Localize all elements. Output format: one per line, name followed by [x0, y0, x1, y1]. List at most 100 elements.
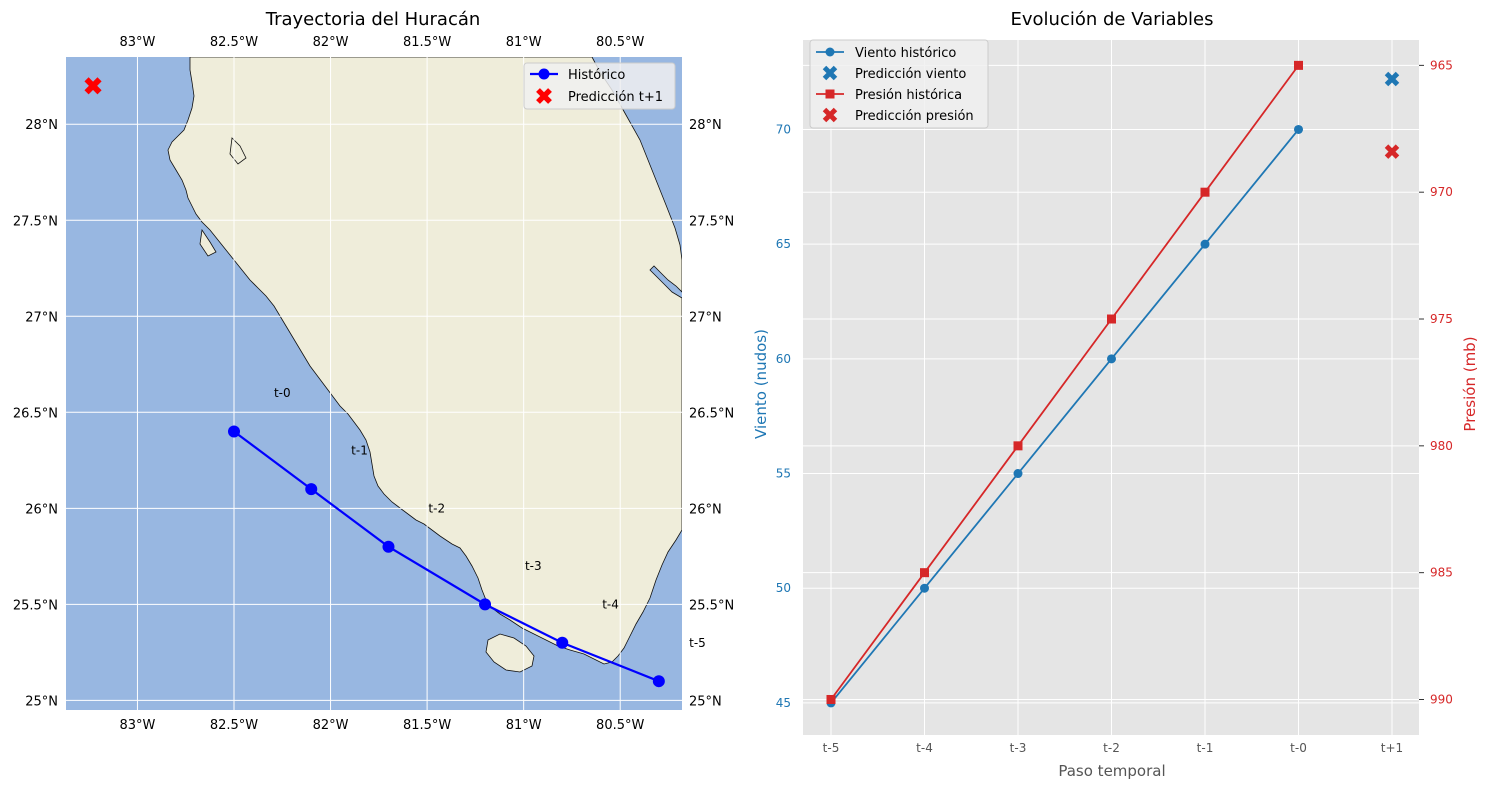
map-tick-top: 82.5°W	[210, 35, 258, 50]
y-tick-left: 50	[776, 581, 791, 595]
map-tick-right: 25°N	[689, 694, 722, 709]
track-annotation: t-3	[525, 559, 542, 573]
map-legend-label: Histórico	[568, 68, 625, 83]
y-tick-left: 45	[776, 696, 791, 710]
map-tick-right: 26.5°N	[689, 406, 734, 421]
pressure-point	[1107, 314, 1116, 324]
map-tick-left: 27.5°N	[13, 214, 58, 229]
map-tick-right: 28°N	[689, 118, 722, 133]
wind-line	[830, 128, 1300, 704]
florida-land	[167, 57, 682, 665]
line-tick-labels: t-5 t-4 t-3 t-2 t-1 t-0 t+1 45 50 55 60 65 70 965 970 9…	[776, 58, 1453, 755]
legend-point-swatch	[538, 68, 550, 80]
legend-x-swatch	[536, 88, 552, 104]
legend-circle-swatch	[825, 47, 835, 57]
legend-x-swatch	[822, 65, 838, 81]
wind-point	[920, 583, 929, 593]
map-tick-right: 26°N	[689, 502, 722, 517]
x-tick-label: t+1	[1381, 741, 1403, 755]
line-legend-label: Presión histórica	[855, 88, 962, 103]
map-legend-box	[523, 62, 676, 110]
track-annotation: t-2	[428, 501, 445, 515]
track-annotation: t-5	[689, 636, 706, 650]
map-tick-left: 26°N	[25, 502, 58, 517]
bay-island-2	[199, 228, 217, 257]
track-annotation: t-4	[602, 597, 619, 611]
track-point	[652, 675, 665, 688]
map-tick-top: 81°W	[506, 35, 542, 50]
map-tick-top: 83°W	[119, 35, 155, 50]
legend-square-swatch	[825, 89, 835, 99]
y-tick-right: 985	[1430, 566, 1453, 580]
pressure-line	[830, 64, 1300, 701]
track-line	[233, 430, 660, 683]
line-legend-label: Predicción viento	[855, 67, 966, 82]
line-legend-box	[809, 39, 989, 129]
y-tick-right: 980	[1430, 439, 1453, 453]
map-title: Trayectoria del Huracán	[265, 9, 481, 30]
pressure-prediction-marker	[1384, 144, 1400, 159]
map-marks: t-0 t-1 t-2 t-3 t-4 t-5	[84, 77, 706, 688]
map-tick-right: 27.5°N	[689, 214, 734, 229]
line-title: Evolución de Variables	[1011, 9, 1214, 30]
y-tick-right: 975	[1430, 312, 1453, 326]
y-axis-label-left: Viento (nudos)	[752, 329, 770, 439]
y-axis-label-right: Presión (mb)	[1461, 336, 1479, 431]
x-axis-label: Paso temporal	[1058, 762, 1165, 780]
x-tick-label: t-1	[1197, 741, 1214, 755]
line-marks	[826, 60, 1400, 708]
y-tick-left: 60	[776, 352, 791, 366]
map-tick-right: 25.5°N	[689, 598, 734, 613]
map-tick-left: 25.5°N	[13, 598, 58, 613]
map-tick-labels: 83°W 83°W 82.5°W 82.5°W 82°W 82°W 81.5°W 81.5°W…	[13, 35, 734, 733]
map-tick-left: 27°N	[25, 310, 58, 325]
x-tick-label: t-0	[1290, 741, 1307, 755]
pressure-point	[1294, 60, 1303, 70]
map-tick-top: 82°W	[313, 35, 349, 50]
map-tick-bottom: 80.5°W	[596, 718, 644, 733]
map-tick-bottom: 82°W	[313, 718, 349, 733]
x-tick-label: t-5	[823, 741, 840, 755]
y-tick-right: 970	[1430, 185, 1453, 199]
y-tick-right: 990	[1430, 692, 1453, 706]
map-tick-top: 81.5°W	[403, 35, 451, 50]
legend-x-swatch	[822, 107, 838, 123]
y-tick-left: 65	[776, 237, 791, 251]
map-tick-left: 26.5°N	[13, 406, 58, 421]
y-tick-right: 965	[1430, 58, 1453, 72]
pressure-point	[920, 568, 929, 578]
track-annotation: t-0	[274, 386, 291, 400]
line-legend-label: Viento histórico	[855, 46, 956, 61]
map-tick-bottom: 82.5°W	[210, 718, 258, 733]
line-legend: Viento histórico Predicción viento Presión…	[809, 39, 989, 129]
map-gridlines	[66, 57, 682, 710]
map-tick-bottom: 83°W	[119, 718, 155, 733]
wind-point	[1200, 239, 1210, 249]
pressure-point	[1013, 441, 1023, 451]
wind-point	[1294, 124, 1303, 134]
track-point	[305, 483, 318, 496]
map-tick-left: 25°N	[25, 694, 58, 709]
wind-point	[1107, 354, 1116, 364]
pressure-point	[826, 694, 836, 704]
key-island	[485, 633, 535, 673]
map-tick-left: 28°N	[25, 118, 58, 133]
map-legend-label: Predicción t+1	[568, 90, 663, 105]
track-annotation: t-1	[351, 444, 368, 458]
x-tick-label: t-4	[916, 741, 933, 755]
map-tick-bottom: 81.5°W	[403, 718, 451, 733]
track-point	[556, 636, 569, 649]
pressure-point	[1200, 187, 1210, 197]
y-tick-left: 70	[776, 122, 791, 136]
x-tick-label: t-2	[1103, 741, 1120, 755]
map-tick-bottom: 81°W	[506, 718, 542, 733]
track-point	[382, 540, 395, 553]
map-tick-right: 27°N	[689, 310, 722, 325]
line-legend-label: Predicción presión	[855, 109, 974, 124]
x-tick-label: t-3	[1010, 741, 1027, 755]
map-tick-top: 80.5°W	[596, 35, 644, 50]
map-legend: Histórico Predicción t+1	[523, 62, 676, 110]
line-gridlines	[803, 40, 1424, 735]
track-point	[228, 425, 240, 438]
